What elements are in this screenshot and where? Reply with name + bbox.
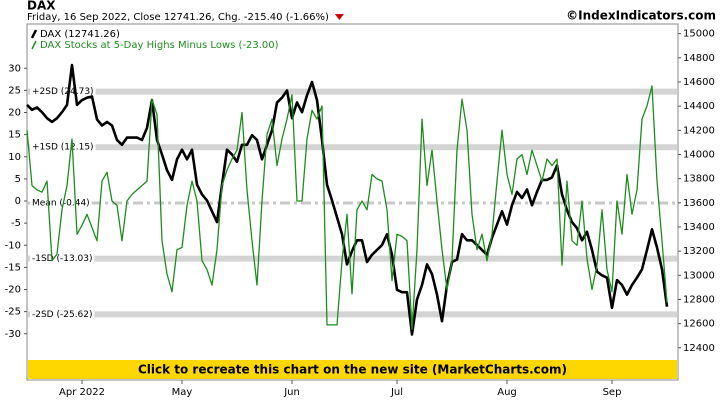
y2-tick-label: 12600 — [683, 319, 715, 330]
legend-swatch — [31, 40, 37, 50]
banner — [28, 360, 677, 379]
band-label: +1SD (12.15) — [32, 143, 94, 153]
y-tick-label: -25 — [5, 307, 21, 318]
subtitle: Friday, 16 Sep 2022, Close 12741.26, Chg… — [27, 12, 329, 23]
band-label-bg — [30, 308, 95, 321]
band-label: -2SD (-25.62) — [32, 310, 93, 320]
source: ©IndexIndicators.com — [566, 9, 716, 23]
x-tick-label: Jul — [390, 387, 403, 398]
change-indicator — [334, 14, 344, 20]
chart-title: DAX — [27, 0, 56, 13]
y-tick-label: 30 — [8, 63, 21, 74]
banner-text: Click to recreate this chart on the new … — [138, 363, 567, 377]
y2-tick-label: 14600 — [683, 77, 715, 88]
y-tick-label: 25 — [8, 85, 21, 96]
y2-tick-label: 14200 — [683, 125, 715, 136]
x-tick-label: Aug — [497, 387, 517, 398]
y2-tick-label: 13800 — [683, 174, 715, 185]
y2-tick-label: 15000 — [683, 29, 715, 40]
y-tick-label: -30 — [5, 329, 21, 340]
band-label-bg — [30, 141, 96, 154]
y-tick-label: -5 — [11, 218, 21, 229]
band-label-bg — [30, 252, 95, 265]
band-label: -1SD (-13.03) — [32, 254, 93, 264]
x-tick-label: Apr 2022 — [59, 387, 105, 398]
y-tick-label: -10 — [5, 240, 21, 251]
series-line — [26, 63, 669, 336]
band-label-bg — [30, 85, 96, 98]
band-label: Mean (-0.44) — [32, 198, 90, 208]
x-tick-label: Jun — [283, 387, 300, 398]
band-label: +2SD (24.73) — [32, 87, 94, 97]
y2-tick-label: 12800 — [683, 294, 715, 305]
y-tick-label: 20 — [8, 108, 21, 119]
y2-tick-label: 13400 — [683, 222, 715, 233]
y2-tick-label: 14800 — [683, 53, 715, 64]
y2-tick-label: 13200 — [683, 246, 715, 257]
y-tick-label: -15 — [5, 262, 21, 273]
y-tick-label: -20 — [5, 285, 21, 296]
y2-tick-label: 13000 — [683, 270, 715, 281]
y-tick-label: 10 — [8, 152, 21, 163]
legend-label: DAX Stocks at 5-Day Highs Minus Lows (-2… — [40, 40, 279, 51]
y2-tick-label: 12400 — [683, 343, 715, 354]
series-line — [26, 85, 668, 330]
y2-tick-label: 13600 — [683, 198, 715, 209]
y2-tick-label: 14000 — [683, 149, 715, 160]
x-tick-label: May — [172, 387, 193, 398]
y-tick-label: 15 — [8, 130, 21, 141]
y-tick-label: 0 — [15, 196, 21, 207]
legend-label: DAX (12741.26) — [40, 29, 120, 40]
y-tick-label: 5 — [15, 174, 21, 185]
legend-swatch — [30, 29, 38, 39]
y2-tick-label: 14400 — [683, 101, 715, 112]
band-label-bg — [30, 196, 92, 209]
x-tick-label: Sep — [603, 387, 622, 398]
